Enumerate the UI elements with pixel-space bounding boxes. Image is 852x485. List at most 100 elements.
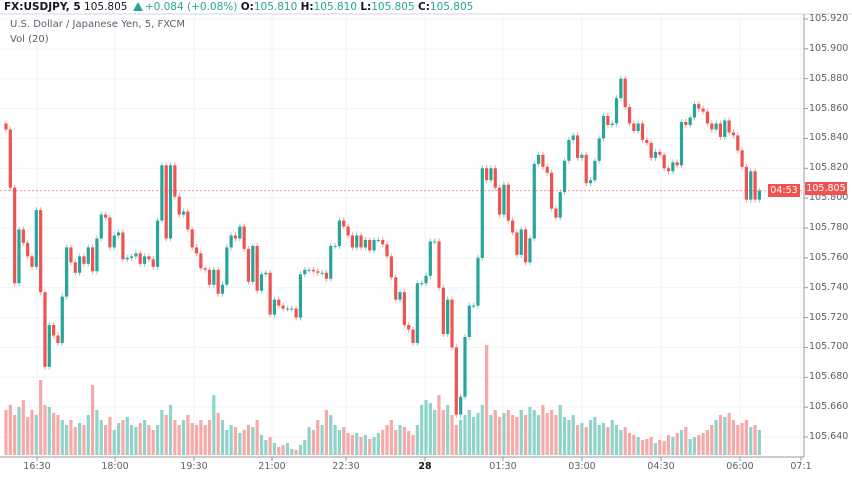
volume-bar [489, 415, 493, 455]
candle-down [359, 235, 363, 248]
volume-bar [281, 445, 285, 455]
candle-up [337, 220, 342, 246]
volume-bar [285, 443, 290, 455]
volume-bar [567, 420, 571, 455]
volume-bar [718, 415, 723, 455]
candle-up [714, 123, 718, 130]
candle-down [281, 305, 285, 309]
volume-bar [17, 407, 21, 455]
candle-up [320, 272, 324, 274]
volume-bar [134, 427, 138, 455]
volume-bar [82, 425, 86, 455]
series-description[interactable]: U.S. Dollar / Japanese Yen, 5, FXCM [10, 19, 185, 30]
candle-down [21, 229, 25, 243]
price-tick-label: 105.840 [809, 132, 849, 144]
candle-down [437, 241, 441, 288]
time-tick-label: 18:00 [101, 461, 129, 472]
volume-bar [636, 437, 640, 455]
candle-up [142, 256, 147, 264]
volume-bar [588, 420, 593, 455]
volume-bar [701, 433, 705, 455]
volume-bar [125, 417, 129, 455]
volume-bar [246, 425, 251, 455]
candle-up [272, 299, 277, 315]
volume-bar [99, 420, 103, 455]
price-tick-label: 105.920 [809, 13, 849, 24]
volume-bar [571, 415, 575, 455]
candle-down [744, 166, 749, 200]
volume-bar [597, 425, 601, 455]
volume-bar [485, 345, 489, 455]
candle-up [601, 116, 606, 139]
candle-up [424, 275, 428, 284]
candle-down [43, 292, 47, 367]
volume-bar [342, 427, 346, 455]
volume-bar [337, 430, 342, 455]
volume-bar [511, 415, 515, 455]
volume-bar [277, 447, 281, 455]
volume-bar [524, 415, 528, 455]
candle-down [640, 123, 645, 140]
volume-bar [303, 440, 307, 455]
volume-bar [91, 385, 95, 455]
volume-bar [39, 380, 43, 455]
candle-down [242, 226, 246, 249]
candle-up [363, 239, 367, 248]
candle-up [597, 138, 601, 161]
candle-up [112, 235, 116, 248]
candle-up [562, 160, 567, 193]
candle-up [749, 171, 753, 200]
volume-bar [753, 425, 757, 455]
volume-bar [394, 430, 398, 455]
candle-up [65, 247, 69, 297]
candle-up [129, 256, 134, 258]
candle-up [99, 214, 103, 239]
time-tick-label: 22:30 [332, 461, 360, 472]
volume-bar [723, 417, 727, 455]
candle-up [571, 135, 575, 140]
close-value: 105.805 [429, 1, 474, 13]
candle-up [17, 229, 21, 284]
change: +0.084 (+0.08%) [144, 1, 238, 13]
volume-bar [705, 430, 710, 455]
high-value: 105.810 [313, 1, 358, 13]
volume-bar [610, 420, 614, 455]
symbol[interactable]: FX:USDJPY, 5 [4, 1, 81, 13]
candle-up [415, 283, 419, 343]
volume-bar [731, 420, 736, 455]
volume-bar [623, 427, 627, 455]
volume-bar [541, 405, 545, 455]
candle-up [60, 296, 64, 343]
volume-bar [549, 410, 554, 455]
volume-indicator-label[interactable]: Vol (20) [10, 34, 49, 45]
volume-bar [459, 420, 463, 455]
volume-bar [216, 413, 220, 455]
candle-down [718, 123, 723, 137]
time-tick-label: 06:00 [726, 461, 754, 472]
candle-down [524, 229, 528, 263]
candle-up [610, 123, 614, 125]
volume-bar [420, 405, 424, 455]
volume-bar [173, 420, 177, 455]
volume-bar [727, 413, 731, 455]
volume-bar [437, 395, 441, 455]
candle-down [649, 142, 653, 158]
volume-bar [619, 430, 623, 455]
volume-bar [34, 415, 38, 455]
candle-down [73, 262, 77, 273]
volume-bar [13, 415, 17, 455]
time-tick-label: 04:30 [647, 461, 675, 472]
candle-up [433, 241, 437, 243]
volume-bar [264, 440, 268, 455]
candle-down [108, 217, 112, 248]
candle-down [186, 211, 190, 230]
volume-bar [316, 420, 320, 455]
volume-bar [666, 435, 671, 455]
volume-bar [307, 427, 311, 455]
candle-up [472, 305, 476, 307]
candle-down [216, 269, 220, 294]
candle-up [47, 325, 51, 367]
volume-bar [606, 427, 610, 455]
candle-down [346, 226, 350, 236]
